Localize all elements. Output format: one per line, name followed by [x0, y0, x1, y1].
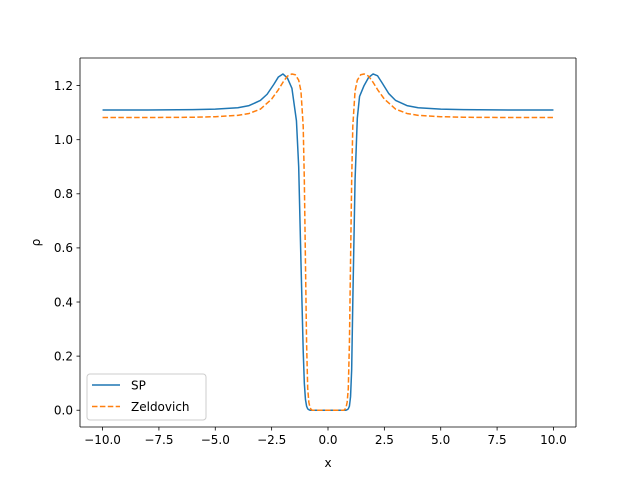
- y-tick-label: 0.8: [54, 187, 73, 201]
- x-axis-label: x: [324, 456, 331, 470]
- legend: SP Zeldovich: [86, 373, 207, 421]
- y-tick-label: 0.4: [54, 295, 73, 309]
- x-axis-ticks: −10.0 −7.5 −5.0 −2.5 0.0 2.5 5.0 7.5 10.0: [84, 427, 567, 447]
- x-tick-label: 7.5: [488, 433, 507, 447]
- y-axis-ticks: 0.0 0.2 0.4 0.6 0.8 1.0 1.2: [54, 79, 80, 418]
- x-tick-label: −7.5: [144, 433, 173, 447]
- y-axis-label: ρ: [29, 239, 43, 247]
- series-layer: [102, 73, 554, 411]
- legend-label-sp: SP: [131, 379, 146, 393]
- y-tick-label: 1.2: [54, 79, 73, 93]
- x-tick-label: −2.5: [257, 433, 286, 447]
- y-tick-label: 0.2: [54, 349, 73, 363]
- legend-label-zeldovich: Zeldovich: [131, 400, 190, 414]
- x-tick-label: −10.0: [84, 433, 121, 447]
- series-line-zeldovich: [102, 73, 554, 411]
- x-tick-label: 10.0: [540, 433, 567, 447]
- y-tick-label: 0.0: [54, 404, 73, 418]
- x-tick-label: 5.0: [431, 433, 450, 447]
- y-tick-label: 0.6: [54, 241, 73, 255]
- plot-area: [80, 58, 576, 427]
- y-tick-label: 1.0: [54, 133, 73, 147]
- x-tick-label: 0.0: [318, 433, 337, 447]
- x-tick-label: −5.0: [201, 433, 230, 447]
- x-tick-label: 2.5: [375, 433, 394, 447]
